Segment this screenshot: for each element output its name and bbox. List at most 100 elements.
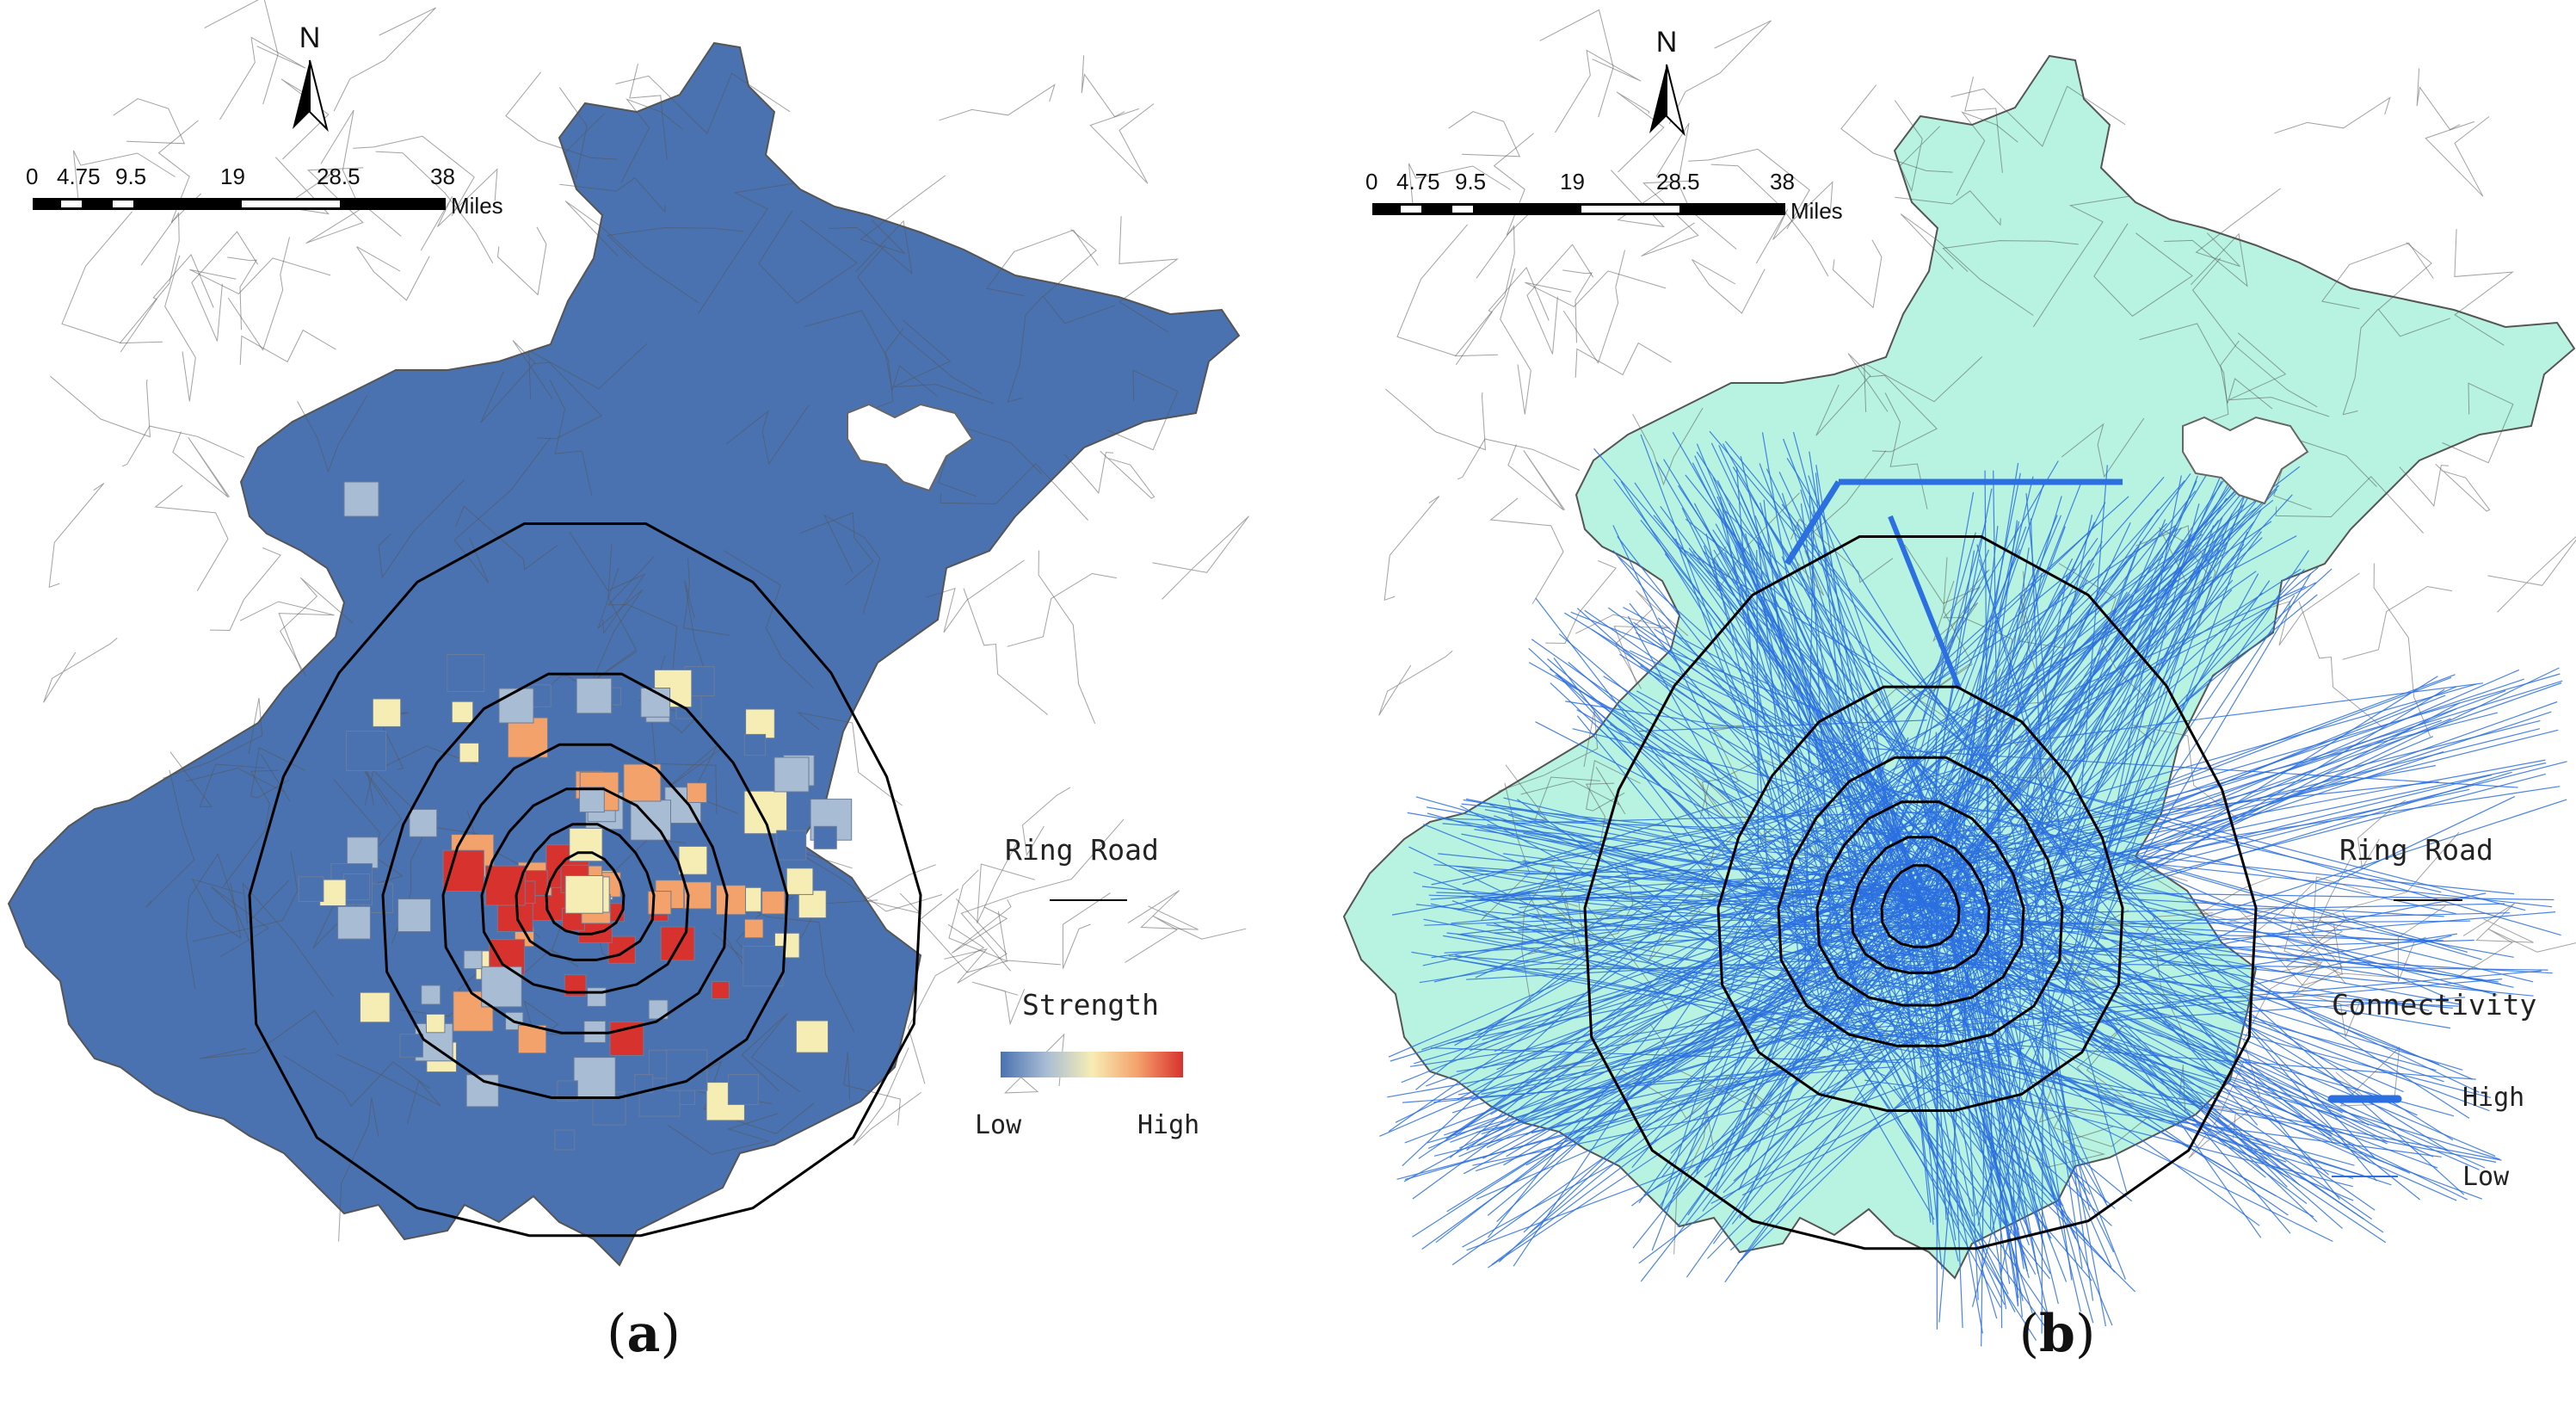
connectivity-line (1956, 922, 2019, 1299)
connectivity-line (1523, 832, 1920, 926)
ring-road-legend-label: Ring Road (2339, 833, 2493, 867)
district-patch (463, 950, 483, 970)
north-label: N (1655, 26, 1678, 59)
connectivity-line (1460, 882, 1922, 935)
ring-roads (248, 522, 922, 1238)
connectivity-line (1443, 935, 1802, 997)
connectivity-line (1741, 534, 2203, 866)
reservoir-hole (2182, 416, 2309, 505)
connectivity-line (1781, 556, 1916, 882)
connectivity-line (1775, 568, 2075, 813)
connectivity-line (1932, 515, 2058, 815)
connectivity-line (1696, 984, 1766, 1175)
connectivity-line (1877, 761, 2567, 937)
connectivity-line (2031, 718, 2451, 895)
district-patch (342, 874, 370, 901)
connectivity-line (1921, 907, 2463, 1071)
connectivity-line (1423, 824, 1906, 1020)
connectivity-line (1456, 996, 1914, 1072)
connectivity-line (1909, 939, 2474, 958)
connectivity-line (1883, 960, 2548, 971)
connectivity-line (1864, 1079, 2442, 1158)
connectivity-line (1755, 535, 2297, 822)
district-patch (579, 787, 605, 813)
connectivity-line (1953, 563, 2095, 827)
connectivity-line (1825, 997, 2466, 1040)
connectivity-line (1689, 553, 2093, 934)
connectivity-line (1964, 680, 2563, 866)
connectivity-line (1874, 829, 2370, 1126)
connectivity-line (2078, 503, 2200, 960)
connectivity-line (1944, 682, 2484, 753)
connectivity-line (1553, 658, 1805, 986)
ring-road-legend-label: Ring Road (1005, 833, 1159, 867)
district-patch (744, 918, 764, 939)
connectivity-line (1612, 525, 1774, 867)
connectivity-line (1458, 929, 1953, 1149)
connectivity-line (1617, 536, 1909, 909)
district-patch (607, 935, 636, 964)
district-patch (687, 782, 707, 804)
connectivity-line (1926, 594, 2318, 913)
district-patch (573, 1057, 616, 1100)
connectivity-line (1423, 918, 1938, 1020)
connectivity-line (1809, 451, 1878, 898)
connectivity-line (1923, 781, 2439, 836)
district-patch (660, 926, 695, 961)
connectivity-line (1695, 954, 1953, 1169)
connectivity-line (1692, 462, 1922, 909)
connectivity-line (1990, 999, 2115, 1253)
connectivity-line (1957, 875, 2318, 1223)
connectivity-line (1738, 904, 1864, 1191)
district-patch (557, 1080, 578, 1102)
connectivity-line (1984, 470, 1990, 1039)
connectivity-line (1576, 715, 1846, 1046)
connectivity-line (2056, 592, 2263, 783)
connectivity-line (1931, 941, 2451, 1029)
connectivity-line (1458, 869, 1805, 931)
connectivity-line (1379, 896, 1933, 1137)
connectivity-line (1950, 871, 2051, 1241)
scale-bar: 0 4.75 9.5 19 28.5 38 Miles (26, 164, 549, 224)
connectivity-line (2008, 936, 2343, 1229)
district-patch (554, 1129, 576, 1151)
connectivity-line (1451, 871, 2026, 924)
connectivity-line (1938, 552, 2202, 836)
connectivity-line (1466, 1040, 2027, 1251)
connectivity-line (1906, 965, 2342, 1119)
connectivity-line (1681, 507, 1861, 874)
connectivity-line (1427, 812, 1914, 948)
connectivity-line (1480, 831, 2003, 901)
scale-tick: 38 (430, 164, 455, 189)
connectivity-line (1528, 662, 1879, 860)
connectivity-line (2003, 778, 2465, 1195)
connectivity-line (1633, 621, 2072, 910)
connectivity-line (1685, 900, 1955, 1278)
scale-tick: 4.75 (57, 164, 101, 189)
connectivity-line (1909, 914, 2388, 1145)
connectivity-line (1732, 920, 2471, 928)
connectivity-line (1456, 933, 1967, 1037)
connectivity-line (1737, 678, 2524, 942)
connectivity-line (1402, 1066, 1894, 1103)
connectivity-line (1655, 461, 1911, 896)
connectivity-line (1482, 898, 1923, 1040)
connectivity-line (1948, 927, 2017, 1267)
scale-tick: 4.75 (1396, 169, 1440, 194)
connectivity-line (1893, 1085, 2051, 1318)
connectivity-line (1923, 846, 2473, 1080)
connectivity-line (1455, 791, 1895, 1136)
connectivity-line (1970, 1057, 2368, 1177)
connectivity-line (1638, 719, 1927, 732)
district-patch (343, 481, 379, 517)
connectivity-line (1457, 793, 1861, 911)
connectivity-line (1522, 860, 1749, 909)
district-patch (773, 756, 810, 793)
connectivity-line (1888, 515, 1962, 690)
connectivity-line (1928, 521, 2020, 938)
connectivity-line (1716, 480, 1923, 902)
connectivity-line (1900, 491, 1975, 895)
beijing-boundary (7, 41, 1241, 1267)
strength-color-ramp (1001, 1052, 1183, 1077)
connectivity-line (2037, 759, 2546, 855)
